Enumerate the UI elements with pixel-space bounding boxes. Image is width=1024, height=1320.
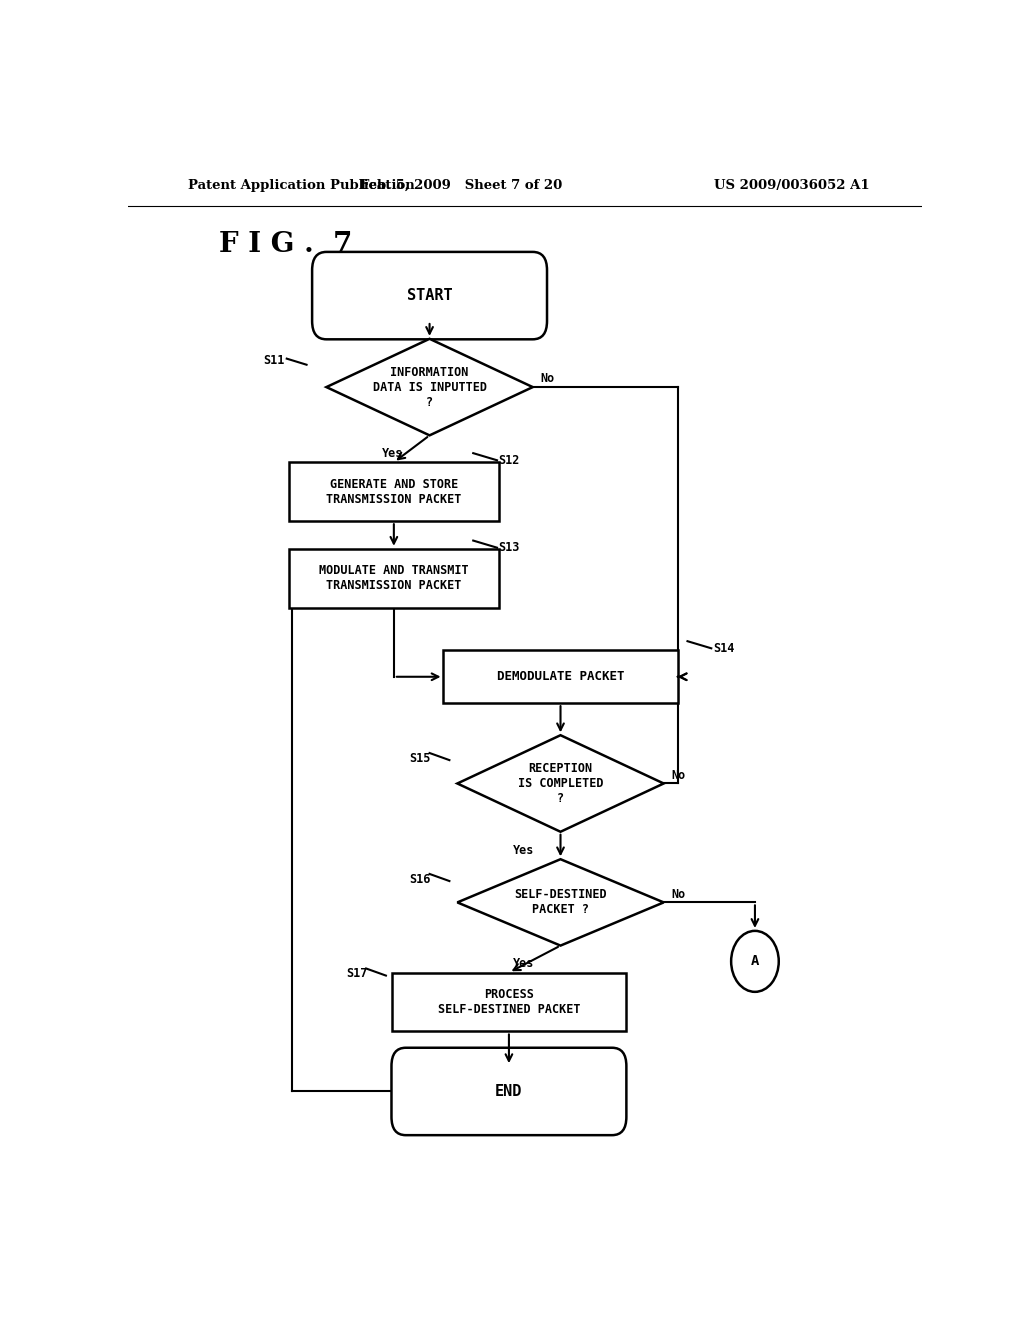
- Bar: [392, 973, 626, 1031]
- Text: S11: S11: [263, 354, 285, 367]
- Text: US 2009/0036052 A1: US 2009/0036052 A1: [715, 178, 870, 191]
- Text: No: No: [672, 768, 686, 781]
- Text: S16: S16: [410, 873, 431, 886]
- Text: Yes: Yes: [513, 843, 535, 857]
- Text: F I G .  7: F I G . 7: [219, 231, 352, 259]
- Text: SELF-DESTINED
PACKET ?: SELF-DESTINED PACKET ?: [514, 888, 607, 916]
- Bar: [289, 549, 499, 607]
- Text: Yes: Yes: [382, 447, 403, 461]
- Bar: [443, 651, 678, 704]
- Text: GENERATE AND STORE
TRANSMISSION PACKET: GENERATE AND STORE TRANSMISSION PACKET: [327, 478, 462, 506]
- Circle shape: [731, 931, 779, 991]
- Text: DEMODULATE PACKET: DEMODULATE PACKET: [497, 671, 625, 684]
- Text: No: No: [541, 372, 555, 385]
- Text: Yes: Yes: [513, 957, 535, 970]
- Text: S14: S14: [713, 642, 734, 655]
- Text: S15: S15: [410, 751, 431, 764]
- FancyBboxPatch shape: [391, 1048, 627, 1135]
- Polygon shape: [327, 339, 532, 436]
- Text: S13: S13: [499, 541, 520, 554]
- Text: A: A: [751, 954, 759, 969]
- Text: MODULATE AND TRANSMIT
TRANSMISSION PACKET: MODULATE AND TRANSMIT TRANSMISSION PACKE…: [319, 564, 469, 593]
- Text: END: END: [496, 1084, 522, 1100]
- Text: Patent Application Publication: Patent Application Publication: [187, 178, 415, 191]
- Text: INFORMATION
DATA IS INPUTTED
?: INFORMATION DATA IS INPUTTED ?: [373, 366, 486, 409]
- Text: S17: S17: [346, 968, 368, 979]
- Text: PROCESS
SELF-DESTINED PACKET: PROCESS SELF-DESTINED PACKET: [437, 987, 581, 1016]
- Bar: [289, 462, 499, 521]
- Text: Feb. 5, 2009   Sheet 7 of 20: Feb. 5, 2009 Sheet 7 of 20: [360, 178, 562, 191]
- Polygon shape: [458, 859, 664, 945]
- Text: No: No: [672, 888, 686, 900]
- Text: S12: S12: [499, 454, 520, 467]
- Polygon shape: [458, 735, 664, 832]
- Text: RECEPTION
IS COMPLETED
?: RECEPTION IS COMPLETED ?: [518, 762, 603, 805]
- Text: START: START: [407, 288, 453, 304]
- FancyBboxPatch shape: [312, 252, 547, 339]
